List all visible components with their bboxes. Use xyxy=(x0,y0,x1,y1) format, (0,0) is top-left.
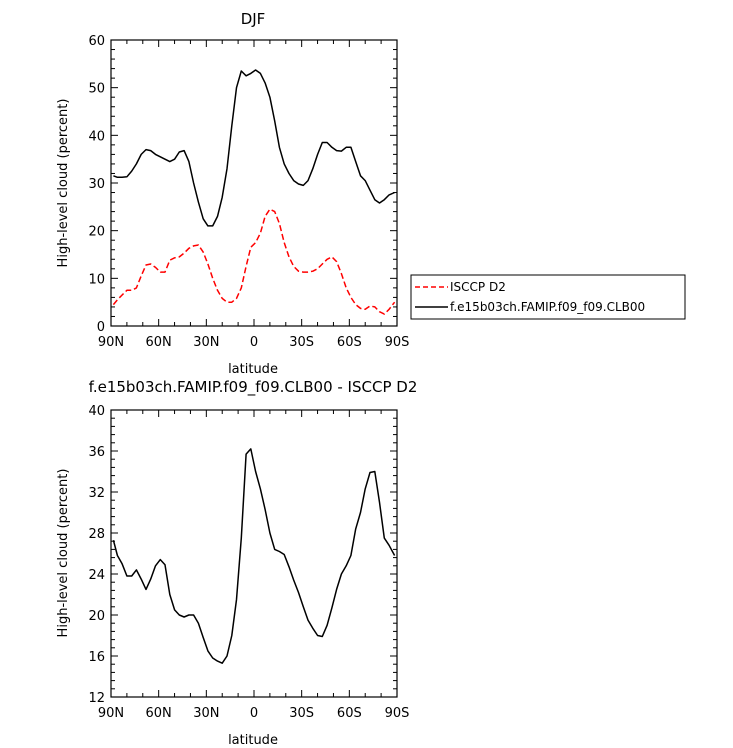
top-x-tick-label: 60S xyxy=(337,335,362,350)
top-x-tick-label: 90S xyxy=(385,335,410,350)
bottom-series-line-difference xyxy=(112,448,396,664)
legend-box xyxy=(410,274,686,320)
legend-label-isccp: ISCCP D2 xyxy=(450,280,506,294)
top-panel: DJF 0 10 20 30 40 50 60 90N 60N 30N 0 30S 60S 90S lat… xyxy=(56,10,409,377)
top-x-tick-label: 90N xyxy=(98,335,124,350)
bottom-plot-frame xyxy=(110,409,398,698)
top-panel-title: DJF xyxy=(241,10,266,28)
top-y-tick-label: 50 xyxy=(88,82,105,97)
bottom-y-tick-label: 28 xyxy=(88,527,105,542)
top-series-line-f-e15b03ch-famip-f09-f09-clb00 xyxy=(113,69,395,227)
bottom-panel: f.e15b03ch.FAMIP.f09_f09.CLB00 - ISCCP D… xyxy=(56,378,417,748)
bottom-panel-title: f.e15b03ch.FAMIP.f09_f09.CLB00 - ISCCP D… xyxy=(89,378,418,397)
top-y-tick-label: 40 xyxy=(88,129,105,144)
bottom-x-tick-label: 60S xyxy=(337,706,362,721)
bottom-y-tick-label: 36 xyxy=(88,445,105,460)
bottom-x-tick-label: 0 xyxy=(250,706,258,721)
top-y-tick-label: 0 xyxy=(97,320,105,335)
bottom-x-tick-label: 60N xyxy=(146,706,172,721)
bottom-y-tick-label: 24 xyxy=(88,568,105,583)
top-y-tick-label: 10 xyxy=(88,272,105,287)
bottom-y-tick-label: 40 xyxy=(88,404,105,419)
bottom-x-tick-label: 30S xyxy=(289,706,314,721)
bottom-y-tick-label: 20 xyxy=(88,609,105,624)
bottom-x-tick-label: 90S xyxy=(385,706,410,721)
top-x-tick-label: 30S xyxy=(289,335,314,350)
legend: ISCCP D2 f.e15b03ch.FAMIP.f09_f09.CLB00 xyxy=(410,274,686,320)
top-y-tick-label: 20 xyxy=(88,225,105,240)
top-x-tick-label: 60N xyxy=(146,335,172,350)
top-plot-frame xyxy=(110,39,398,327)
bottom-x-tick-label: 30N xyxy=(193,706,219,721)
bottom-y-tick-label: 16 xyxy=(88,650,105,665)
bottom-y-tick-label: 32 xyxy=(88,486,105,501)
top-y-tick-label: 60 xyxy=(88,34,105,49)
bottom-y-tick-label: 12 xyxy=(88,691,105,706)
bottom-x-axis-title: latitude xyxy=(228,733,278,748)
legend-label-model: f.e15b03ch.FAMIP.f09_f09.CLB00 xyxy=(450,300,645,314)
top-x-axis-title: latitude xyxy=(228,362,278,377)
top-x-tick-label: 30N xyxy=(193,335,219,350)
top-series-line-isccp-d2 xyxy=(112,208,396,315)
top-y-tick-label: 30 xyxy=(88,177,105,192)
bottom-y-axis-title: High-level cloud (percent) xyxy=(56,469,71,638)
bottom-x-tick-label: 90N xyxy=(98,706,124,721)
top-x-tick-label: 0 xyxy=(250,335,258,350)
top-y-axis-title: High-level cloud (percent) xyxy=(56,99,71,268)
